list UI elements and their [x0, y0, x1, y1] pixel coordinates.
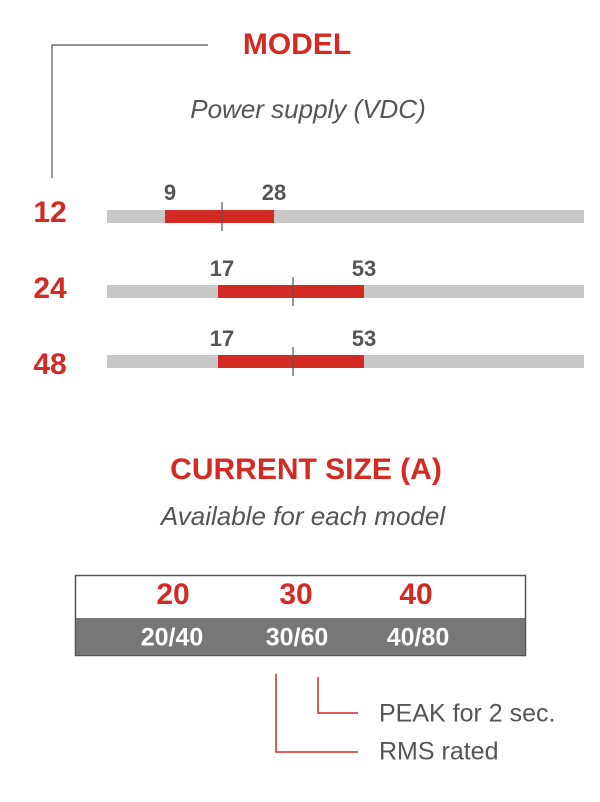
section-subtitle: Available for each model — [159, 501, 446, 531]
title: MODEL — [243, 28, 351, 61]
rms-note: RMS rated — [379, 738, 498, 766]
range-bar — [165, 210, 274, 223]
range-max: 53 — [352, 326, 376, 351]
model-label: 48 — [33, 348, 66, 381]
section-title: CURRENT SIZE (A) — [170, 453, 442, 486]
peak-leader — [317, 677, 358, 714]
subtitle: Power supply (VDC) — [190, 94, 426, 124]
current-rating: 30/60 — [266, 624, 329, 652]
current-size: 40 — [399, 578, 432, 611]
table-band — [76, 618, 525, 655]
rms-leader — [275, 674, 358, 753]
model-label: 24 — [33, 272, 67, 305]
model-label: 12 — [33, 196, 66, 229]
current-rating: 20/40 — [141, 624, 204, 652]
peak-note: PEAK for 2 sec. — [379, 700, 555, 728]
bracket-line — [51, 44, 208, 178]
range-bar — [218, 355, 364, 368]
range-max: 53 — [352, 256, 376, 281]
current-rating: 40/80 — [387, 624, 450, 652]
range-min: 9 — [164, 180, 176, 205]
range-min: 17 — [210, 256, 234, 281]
range-min: 17 — [210, 326, 234, 351]
current-size: 30 — [279, 578, 312, 611]
range-max: 28 — [262, 180, 286, 205]
current-size: 20 — [156, 578, 189, 611]
range-bar — [218, 285, 364, 298]
